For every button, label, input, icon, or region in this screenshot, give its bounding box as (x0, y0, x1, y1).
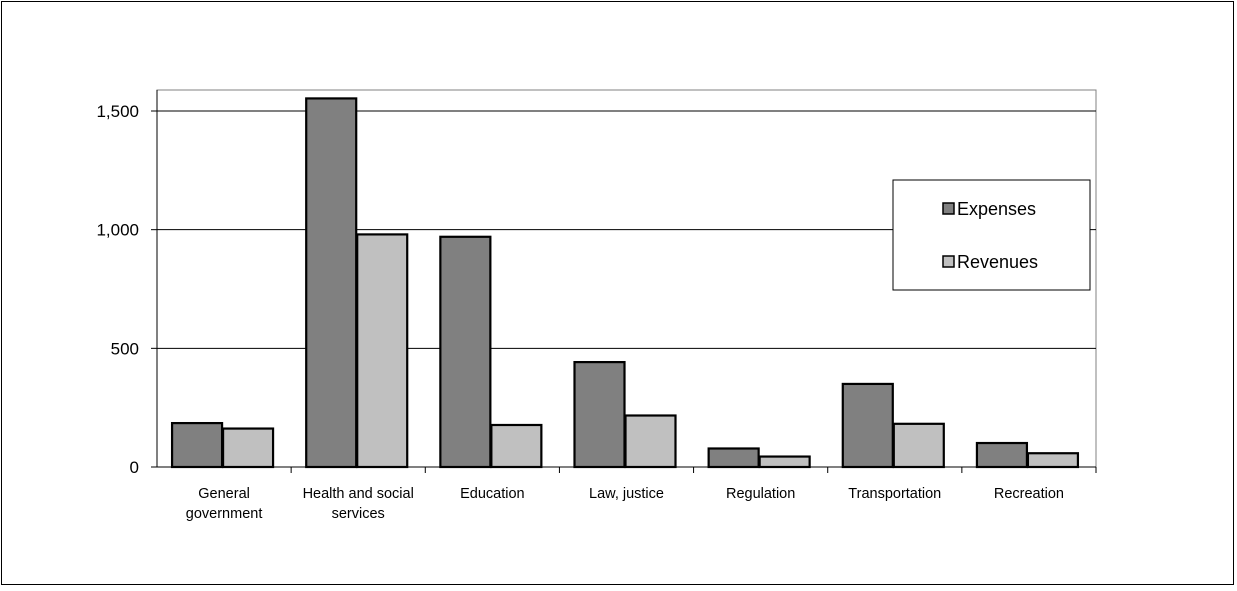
legend: Expenses Revenues (892, 179, 1091, 291)
bar-revenues (758, 455, 811, 469)
bar-expenses (573, 360, 626, 469)
bar-expenses (305, 97, 358, 469)
x-axis: General government Health and social servic… (157, 466, 1097, 522)
legend-swatch-expenses (942, 202, 955, 215)
y-tick-label: 0 (130, 458, 139, 477)
bar-expenses (439, 235, 492, 469)
bar-expenses (975, 441, 1029, 469)
bar-expenses (707, 447, 760, 469)
bar-revenues (356, 233, 409, 469)
y-axis: 0 500 1,000 1,500 (96, 90, 158, 477)
x-tick-label: Transportation (848, 486, 941, 502)
bar-revenues (624, 414, 677, 469)
bar-expenses (841, 382, 894, 469)
x-tick-label: Law, justice (589, 486, 664, 502)
y-tick-label: 1,500 (96, 102, 139, 121)
y-tick-label: 1,000 (96, 221, 139, 240)
x-tick-label: Health and social services (303, 486, 414, 522)
bars (170, 97, 1080, 469)
y-tick-label: 500 (111, 339, 139, 358)
bar-revenues (490, 423, 543, 469)
bar-revenues (221, 427, 275, 469)
bar-revenues (892, 422, 945, 469)
bar-expenses (170, 421, 224, 469)
x-tick-label: General government (186, 486, 263, 522)
bar-revenues (1026, 452, 1080, 469)
legend-label-revenues: Revenues (957, 252, 1038, 272)
legend-swatch-revenues (942, 255, 955, 268)
x-tick-label: Recreation (994, 486, 1064, 502)
x-tick-label: Regulation (726, 486, 795, 502)
legend-label-expenses: Expenses (957, 199, 1036, 219)
x-tick-label: Education (460, 486, 525, 502)
legend-box (892, 179, 1091, 291)
